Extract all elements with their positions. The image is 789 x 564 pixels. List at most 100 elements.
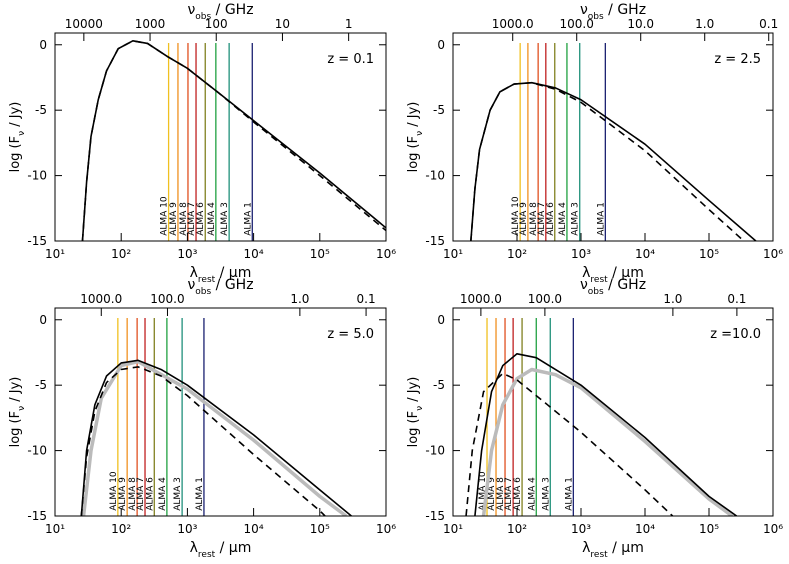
x-axis-title-part: / μm bbox=[608, 265, 644, 281]
y-axis-title: log (Fν / Jy) bbox=[8, 102, 27, 173]
x-axis-title-part: / μm bbox=[215, 540, 251, 556]
alma-band-label: ALMA 8 bbox=[496, 477, 506, 511]
y-tick-label: -10 bbox=[425, 169, 445, 183]
sed-curve bbox=[81, 359, 348, 516]
y-tick-label: -15 bbox=[27, 234, 47, 248]
x2-tick-label: 1.0 bbox=[663, 292, 682, 306]
curves bbox=[81, 40, 386, 241]
plot-frame bbox=[452, 32, 774, 242]
alma-band-label: ALMA 8 bbox=[529, 202, 539, 236]
x-axis-title-part: λ bbox=[582, 265, 590, 281]
y-tick-label: -10 bbox=[425, 444, 445, 458]
y-tick-label: -5 bbox=[433, 103, 445, 117]
x2-tick-label: 10000 bbox=[65, 17, 103, 31]
x-tick-label: 10³ bbox=[177, 522, 197, 536]
y-tick-label: 0 bbox=[437, 38, 445, 52]
x-axis-title-part: λ bbox=[190, 265, 198, 281]
x2-axis-title-part: / GHz bbox=[604, 277, 646, 293]
x-tick-label: 10⁶ bbox=[763, 247, 783, 261]
x2-axis-title-part: ν bbox=[187, 2, 195, 18]
alma-band-label: ALMA 9 bbox=[519, 202, 529, 236]
x-axis-title: λrest / μm bbox=[190, 265, 252, 285]
curves bbox=[470, 81, 757, 241]
x2-axis-title-part: obs bbox=[588, 287, 604, 297]
x2-tick-label: 1000.0 bbox=[492, 17, 534, 31]
sed-curve bbox=[481, 367, 734, 516]
x2-tick-label: 100.0 bbox=[560, 17, 594, 31]
y-axis-title-part: / Jy) bbox=[8, 102, 23, 131]
y-tick-label: -15 bbox=[425, 234, 445, 248]
alma-band-label: ALMA 6 bbox=[196, 202, 206, 236]
x2-tick-label: 1.0 bbox=[290, 292, 309, 306]
alma-band-label: ALMA 4 bbox=[527, 477, 537, 511]
x2-tick-label: 100.0 bbox=[150, 292, 184, 306]
x-axis-title: λrest / μm bbox=[190, 540, 252, 560]
x-axis-title-part: λ bbox=[582, 540, 590, 556]
y-tick-label: -15 bbox=[27, 509, 47, 523]
curves bbox=[80, 359, 352, 516]
alma-band-label: ALMA 9 bbox=[487, 477, 497, 511]
x-tick-label: 10¹ bbox=[443, 247, 463, 261]
x2-axis-title-part: obs bbox=[588, 12, 604, 22]
y-tick-label: -5 bbox=[433, 378, 445, 392]
y-tick-label: -10 bbox=[27, 444, 47, 458]
y-axis-title-part: / Jy) bbox=[8, 377, 23, 406]
alma-band-label: ALMA 3 bbox=[173, 477, 183, 511]
y-axis-title-part: ν bbox=[17, 406, 27, 411]
y-tick-label: -15 bbox=[425, 509, 445, 523]
alma-band-label: ALMA 7 bbox=[136, 477, 146, 511]
alma-band-label: ALMA 9 bbox=[118, 477, 128, 511]
x-tick-label: 10² bbox=[507, 522, 527, 536]
x-tick-label: 10³ bbox=[571, 522, 591, 536]
x2-axis-title-part: / GHz bbox=[604, 2, 646, 18]
x-axis-title: λrest / μm bbox=[582, 540, 644, 560]
x-axis-title-part: rest bbox=[590, 275, 608, 285]
x2-axis-title-part: / GHz bbox=[211, 2, 253, 18]
sed-curve bbox=[80, 366, 326, 516]
x2-axis-title-part: ν bbox=[580, 2, 588, 18]
y-axis-title-part: / Jy) bbox=[406, 102, 421, 131]
y-axis-title: log (Fν / Jy) bbox=[406, 377, 425, 448]
alma-band-label: ALMA 10 bbox=[478, 471, 488, 511]
y-axis-title-part: log (F bbox=[8, 411, 23, 448]
alma-band-label: ALMA 10 bbox=[511, 196, 521, 236]
alma-band-label: ALMA 4 bbox=[207, 202, 217, 236]
x2-axis-title-part: ν bbox=[187, 277, 195, 293]
x2-tick-label: 0.1 bbox=[727, 292, 746, 306]
y-axis-title: log (Fν / Jy) bbox=[8, 377, 27, 448]
y-axis-title-part: log (F bbox=[406, 411, 421, 448]
alma-band-label: ALMA 10 bbox=[109, 471, 119, 511]
redshift-annotation: z = 2.5 bbox=[714, 52, 761, 67]
x-tick-label: 10³ bbox=[571, 247, 591, 261]
sed-curve bbox=[465, 372, 674, 516]
x-tick-label: 10² bbox=[507, 247, 527, 261]
x-tick-label: 10⁵ bbox=[310, 247, 330, 261]
x-tick-label: 10⁶ bbox=[376, 247, 396, 261]
redshift-annotation: z = 0.1 bbox=[327, 52, 374, 67]
alma-band-label: ALMA 10 bbox=[160, 196, 170, 236]
y-tick-label: -5 bbox=[35, 103, 47, 117]
sed-curve bbox=[81, 40, 386, 241]
x2-tick-label: 10 bbox=[275, 17, 290, 31]
x2-axis-title: νobs / GHz bbox=[187, 277, 253, 297]
redshift-annotation: z = 5.0 bbox=[327, 327, 374, 342]
x2-tick-label: 10.0 bbox=[627, 17, 654, 31]
x2-axis-title: νobs / GHz bbox=[187, 2, 253, 22]
x-tick-label: 10¹ bbox=[45, 522, 65, 536]
alma-band-label: ALMA 3 bbox=[571, 202, 581, 236]
plot-frame bbox=[452, 307, 774, 517]
x-tick-label: 10⁴ bbox=[635, 522, 655, 536]
y-axis-title: log (Fν / Jy) bbox=[406, 102, 425, 173]
plot-frame bbox=[54, 32, 387, 242]
x-tick-label: 10⁵ bbox=[699, 247, 719, 261]
x2-tick-label: 100.0 bbox=[528, 292, 562, 306]
x-tick-label: 10⁴ bbox=[244, 522, 264, 536]
x-tick-label: 10⁵ bbox=[699, 522, 719, 536]
alma-band-label: ALMA 7 bbox=[537, 202, 547, 236]
x-tick-label: 10⁵ bbox=[310, 522, 330, 536]
sed-curve bbox=[80, 359, 352, 516]
x-axis-title: λrest / μm bbox=[582, 265, 644, 285]
alma-band-label: ALMA 1 bbox=[596, 202, 606, 236]
